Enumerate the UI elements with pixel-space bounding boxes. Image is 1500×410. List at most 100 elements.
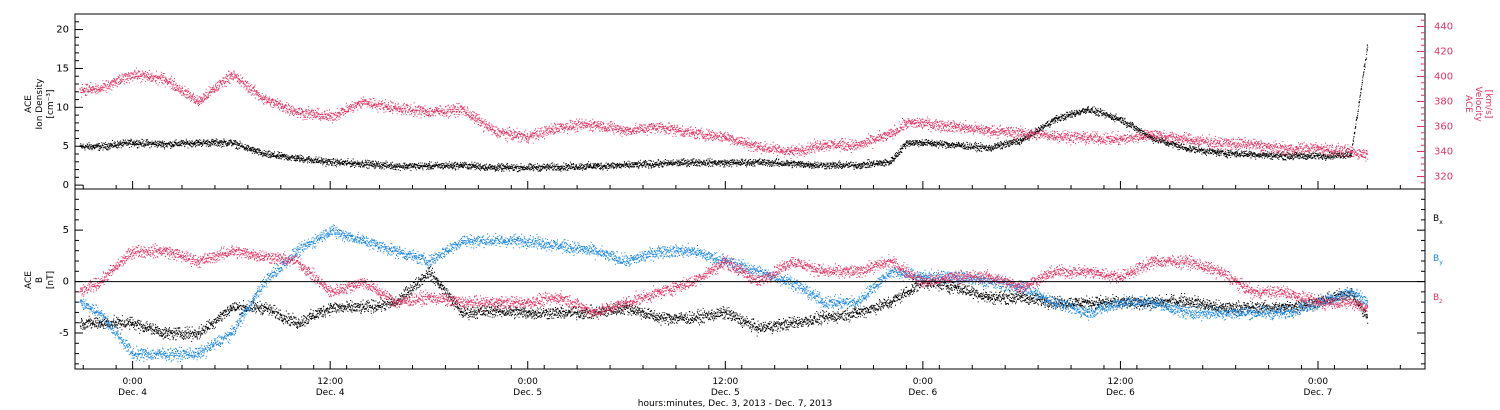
legend-by: By [1433, 254, 1443, 266]
legend-bz: Bz [1433, 293, 1442, 305]
ion-density-series-point [296, 157, 298, 159]
bz-series-point [494, 301, 496, 303]
bz-series-point [197, 260, 200, 262]
by-series [79, 224, 1369, 363]
bx-series-point [79, 322, 81, 324]
bottom-ylabel-3: [nT] [46, 271, 56, 289]
velocity-series-point [955, 125, 957, 128]
ion-density-series-point [757, 161, 759, 163]
axes: 05101520320340360380400420440-5050:00Dec… [56, 13, 1453, 398]
ion-density-series-point [560, 165, 562, 168]
velocity-series-point [658, 125, 661, 128]
bx-series-point [757, 327, 759, 329]
x-tick-day-label: Dec. 4 [316, 388, 345, 398]
x-tick-day-label: Dec. 6 [908, 388, 937, 398]
x-tick-day-label: Dec. 6 [1106, 388, 1135, 398]
bx-series-point [955, 286, 957, 288]
bottom-panel-data [79, 224, 1369, 363]
bx-series-point [164, 332, 167, 334]
bx-series-point [230, 306, 233, 308]
velocity-series-point [889, 133, 891, 135]
bx-series-point [856, 311, 858, 314]
by-series-point [1152, 301, 1154, 303]
x-tick-time-label: 0:00 [123, 377, 143, 387]
bottom-left-tick-label: -5 [59, 328, 69, 339]
top-right-tick-label: 320 [1434, 172, 1453, 183]
bx-series-point [1185, 299, 1187, 301]
by-series-point [856, 301, 858, 303]
ion-density-series-point [99, 145, 101, 147]
velocity-series-point [905, 122, 908, 124]
ion-density-series-point [592, 165, 595, 167]
velocity-series-point [592, 123, 595, 125]
bz-series-point [560, 296, 562, 298]
by-series-point [1086, 311, 1089, 314]
x-tick-time-label: 0:00 [518, 377, 538, 387]
by-series-point [296, 250, 298, 252]
velocity-series-trace [79, 67, 1369, 162]
ion-density-series-point [1086, 108, 1089, 110]
by-series-point [592, 250, 595, 252]
top-left-tick-label: 5 [63, 141, 69, 152]
x-tick-day-label: Dec. 5 [711, 388, 740, 398]
by-series-point [560, 244, 562, 247]
top-right-ylabel-3: [km/s] [1483, 90, 1493, 119]
velocity-series-point [856, 144, 858, 146]
x-tick-time-label: 0:00 [1308, 377, 1328, 387]
velocity-series-point [197, 100, 200, 103]
top-right-ylabel-1: ACE [1463, 95, 1473, 113]
bx-series-point [428, 270, 430, 272]
velocity-series-point [494, 130, 496, 133]
bx-series-point [1086, 301, 1089, 303]
top-right-tick-label: 360 [1434, 122, 1453, 133]
by-series-point [757, 270, 759, 272]
velocity-series-point [1053, 134, 1056, 136]
by-series-point [79, 301, 81, 303]
x-tick-day-label: Dec. 7 [1304, 388, 1333, 398]
top-left-ylabel-3: [cm⁻³] [46, 89, 56, 118]
by-series-point [230, 332, 233, 334]
top-panel-data [79, 44, 1369, 173]
velocity-series-point [1021, 132, 1023, 134]
bz-series-point [1350, 301, 1352, 303]
bz-series-point [658, 291, 661, 293]
bz-series-point [1218, 270, 1220, 272]
x-tick-time-label: 12:00 [317, 377, 343, 387]
by-series-point [691, 250, 693, 252]
velocity-series-point [1317, 147, 1319, 149]
top-left-tick-label: 10 [56, 102, 69, 113]
bx-series-point [1366, 316, 1368, 319]
bz-series-point [1366, 306, 1368, 308]
by-series-point [132, 352, 134, 355]
ion-density-series-point [1284, 154, 1286, 157]
x-tick-time-label: 0:00 [913, 377, 933, 387]
x-tick-day-label: Dec. 5 [513, 388, 542, 398]
bz-series-point [790, 260, 792, 262]
bx-series-point [263, 306, 265, 308]
bottom-ylabel-1: ACE [24, 271, 34, 289]
bx-series-point [329, 306, 331, 308]
top-right-tick-label: 400 [1434, 72, 1453, 83]
x-tick-time-label: 12:00 [712, 377, 738, 387]
bz-series-point [527, 301, 529, 303]
velocity-series-point [527, 135, 529, 138]
top-left-tick-label: 20 [56, 25, 69, 36]
velocity-series-point [395, 107, 397, 109]
bz-series-point [856, 270, 858, 272]
by-series-point [1218, 311, 1220, 314]
bz-series-point [79, 291, 81, 293]
bz-series-point [329, 291, 331, 293]
ion-density-series-point [395, 165, 397, 167]
x-axis-title: hours:minutes, Dec. 3, 2013 - Dec. 7, 20… [638, 399, 832, 409]
velocity-series-point [1185, 138, 1187, 140]
velocity-series-point [230, 73, 233, 75]
by-series-trace [79, 224, 1369, 363]
velocity-series-point [790, 150, 792, 153]
velocity-series-point [164, 78, 167, 80]
by-series-point [1251, 311, 1253, 314]
velocity-series-point [724, 135, 726, 138]
by-series-point [1119, 301, 1122, 303]
ion-density-series-point [1317, 154, 1319, 157]
ion-density-series-point [1366, 44, 1368, 46]
velocity-series-point [132, 73, 134, 75]
